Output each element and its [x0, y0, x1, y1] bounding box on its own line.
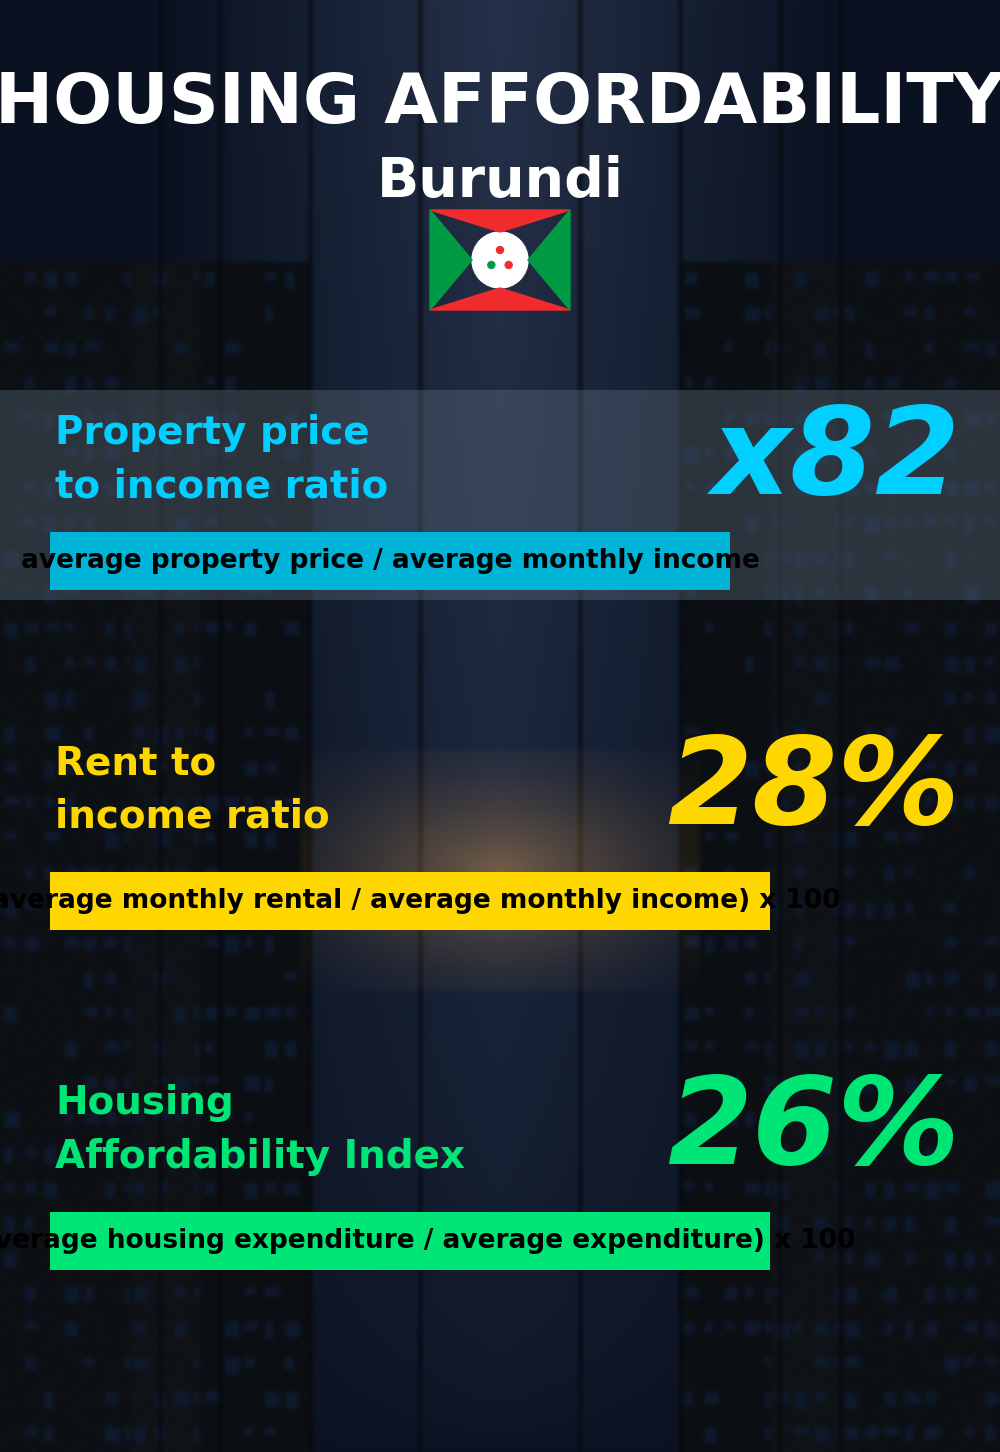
Text: (average monthly rental / average monthly income) x 100: (average monthly rental / average monthl… — [0, 889, 840, 913]
Text: average property price / average monthly income: average property price / average monthly… — [21, 547, 759, 574]
Circle shape — [505, 261, 512, 269]
Text: (average housing expenditure / average expenditure) x 100: (average housing expenditure / average e… — [0, 1228, 855, 1255]
Circle shape — [488, 261, 495, 269]
Text: Property price
to income ratio: Property price to income ratio — [55, 414, 388, 505]
Bar — [50, 1212, 770, 1270]
Bar — [50, 531, 730, 590]
Polygon shape — [430, 287, 570, 309]
Text: 28%: 28% — [667, 732, 960, 848]
Circle shape — [496, 247, 504, 254]
Polygon shape — [430, 211, 472, 309]
Text: Rent to
income ratio: Rent to income ratio — [55, 745, 330, 835]
Bar — [0, 391, 1000, 600]
Text: Burundi: Burundi — [377, 155, 623, 209]
Polygon shape — [528, 211, 570, 309]
Bar — [50, 873, 770, 929]
Text: HOUSING AFFORDABILITY: HOUSING AFFORDABILITY — [0, 70, 1000, 136]
Circle shape — [472, 232, 528, 287]
Circle shape — [480, 240, 520, 280]
Text: x82: x82 — [711, 402, 960, 518]
Text: 26%: 26% — [667, 1072, 960, 1189]
Text: Housing
Affordability Index: Housing Affordability Index — [55, 1085, 465, 1176]
Polygon shape — [430, 211, 570, 232]
